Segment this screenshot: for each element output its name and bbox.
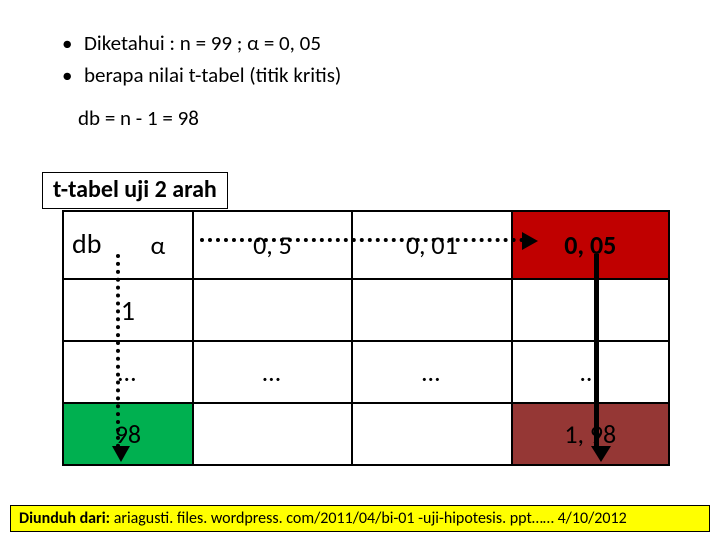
- hdr-col-05: 0, 5: [193, 211, 352, 279]
- bullet-1: Diketahui : n = 99 ; α = 0, 05: [62, 28, 720, 60]
- hdr-col-001: 0, 01: [352, 211, 511, 279]
- row1-c3: [512, 279, 669, 341]
- table-row: 1: [63, 279, 669, 341]
- row3-c2: [352, 403, 511, 465]
- arrow-vertical-left: [116, 254, 120, 448]
- row3-c1: [193, 403, 352, 465]
- db-header-label: db: [72, 226, 101, 261]
- table-header-row: α 0, 5 0, 01 0, 05: [63, 211, 669, 279]
- table-row: … … … …: [63, 341, 669, 403]
- arrow-vertical-right: [594, 254, 599, 448]
- row2-db: …: [63, 341, 193, 403]
- bullet-2: berapa nilai t-tabel (titik kritis): [62, 60, 720, 92]
- row1-c2: [352, 279, 511, 341]
- row2-c1: …: [193, 341, 352, 403]
- arrow-horizontal: [200, 238, 524, 242]
- footer-source: Diunduh dari: ariagusti. files. wordpres…: [10, 505, 710, 532]
- db-expression: db = n - 1 = 98: [78, 105, 720, 131]
- row2-c2: …: [352, 341, 511, 403]
- table-title: t-tabel uji 2 arah: [42, 172, 228, 209]
- footer-text: ariagusti. files. wordpress. com/2011/04…: [110, 509, 627, 528]
- t-table: α 0, 5 0, 01 0, 05 1 … … … … 98 1, 98: [62, 210, 670, 466]
- row2-c3: …: [512, 341, 669, 403]
- table-row: 98 1, 98: [63, 403, 669, 465]
- bullet-list: Diketahui : n = 99 ; α = 0, 05 berapa ni…: [0, 0, 720, 91]
- footer-bold: Diunduh dari:: [19, 509, 110, 528]
- row1-db: 1: [63, 279, 193, 341]
- row1-c1: [193, 279, 352, 341]
